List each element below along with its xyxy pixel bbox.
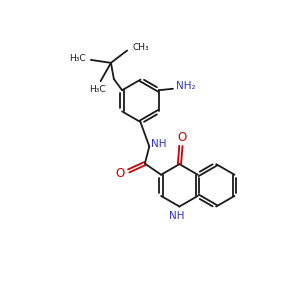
Text: CH₃: CH₃ [132, 43, 149, 52]
Text: O: O [116, 167, 125, 180]
Text: NH₂: NH₂ [176, 81, 195, 92]
Text: H₃C: H₃C [89, 85, 105, 94]
Text: NH: NH [151, 139, 167, 149]
Text: O: O [177, 131, 186, 144]
Text: H₃C: H₃C [69, 54, 86, 63]
Text: NH: NH [169, 211, 185, 221]
